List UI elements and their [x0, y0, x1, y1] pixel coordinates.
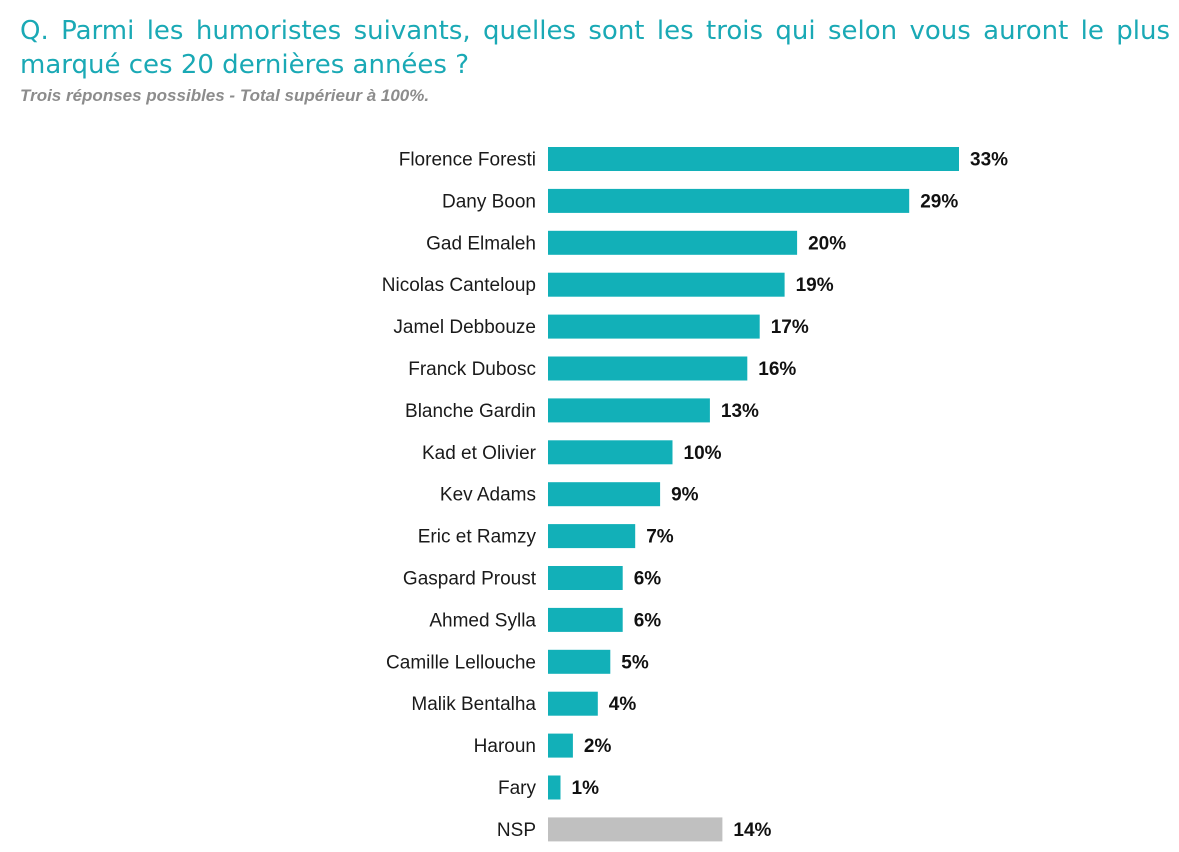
bar-fary [548, 775, 561, 800]
bar-ahmed-sylla [548, 607, 623, 632]
value-label-fary: 1% [572, 778, 600, 799]
value-label-blanche-gardin: 13% [721, 401, 759, 422]
value-label-gad-elmaleh: 20% [808, 233, 846, 254]
bar-kad-et-olivier [548, 440, 673, 465]
category-label-franck-dubosc: Franck Dubosc [408, 359, 536, 380]
category-label-camille-lellouche: Camille Lellouche [386, 652, 536, 673]
category-label-blanche-gardin: Blanche Gardin [405, 401, 536, 422]
value-label-eric-et-ramzy: 7% [646, 527, 674, 548]
bar-blanche-gardin [548, 398, 710, 423]
value-labels: 33% 29% 20% 19% 17% 16% 13% 10% 9% 7% 6% 6% 5% 4% 2% 1%… [572, 150, 1009, 841]
category-label-haroun: Haroun [474, 736, 536, 757]
category-label-florence-foresti: Florence Foresti [399, 150, 536, 171]
bar-camille-lellouche [548, 649, 611, 674]
category-label-eric-et-ramzy: Eric et Ramzy [418, 527, 537, 548]
category-label-dany-boon: Dany Boon [442, 191, 536, 212]
bar-gad-elmaleh [548, 230, 798, 255]
value-label-franck-dubosc: 16% [758, 359, 796, 380]
category-label-malik-bentalha: Malik Bentalha [411, 694, 536, 715]
value-label-nsp: 14% [733, 820, 771, 841]
category-label-jamel-debbouze: Jamel Debbouze [393, 317, 536, 338]
value-label-kad-et-olivier: 10% [684, 443, 722, 464]
bar-malik-bentalha [548, 691, 598, 716]
bar-gaspard-proust [548, 566, 623, 590]
bar-dany-boon [548, 188, 910, 213]
value-label-dany-boon: 29% [920, 191, 958, 212]
value-label-kev-adams: 9% [671, 485, 699, 506]
bar-franck-dubosc [548, 356, 748, 381]
category-label-kev-adams: Kev Adams [440, 485, 536, 506]
value-label-nicolas-canteloup: 19% [796, 275, 834, 296]
category-labels: Florence Foresti Dany Boon Gad Elmaleh Nico… [382, 150, 537, 841]
value-label-camille-lellouche: 5% [621, 652, 649, 673]
bar-nicolas-canteloup [548, 272, 785, 297]
question-title: Q. Parmi les humoristes suivants, quelle… [20, 16, 1170, 80]
category-label-ahmed-sylla: Ahmed Sylla [429, 610, 536, 631]
category-label-gaspard-proust: Gaspard Proust [403, 569, 537, 590]
bar-haroun [548, 733, 573, 758]
bar-jamel-debbouze [548, 314, 760, 339]
bar-kev-adams [548, 482, 661, 507]
bar-nsp [548, 817, 723, 842]
bar-florence-foresti [548, 147, 959, 171]
value-label-haroun: 2% [584, 736, 612, 757]
value-label-malik-bentalha: 4% [609, 694, 637, 715]
value-label-florence-foresti: 33% [970, 150, 1008, 171]
category-label-nicolas-canteloup: Nicolas Canteloup [382, 275, 536, 296]
category-label-gad-elmaleh: Gad Elmaleh [426, 233, 536, 254]
value-label-gaspard-proust: 6% [634, 569, 662, 590]
category-label-kad-et-olivier: Kad et Olivier [422, 443, 537, 464]
value-label-ahmed-sylla: 6% [634, 610, 662, 631]
question-subtitle: Trois réponses possibles - Total supérie… [20, 86, 430, 105]
bar-eric-et-ramzy [548, 524, 636, 549]
category-label-fary: Fary [498, 778, 537, 799]
bars-group [548, 147, 959, 842]
category-label-nsp: NSP [497, 820, 536, 841]
value-label-jamel-debbouze: 17% [771, 317, 809, 338]
